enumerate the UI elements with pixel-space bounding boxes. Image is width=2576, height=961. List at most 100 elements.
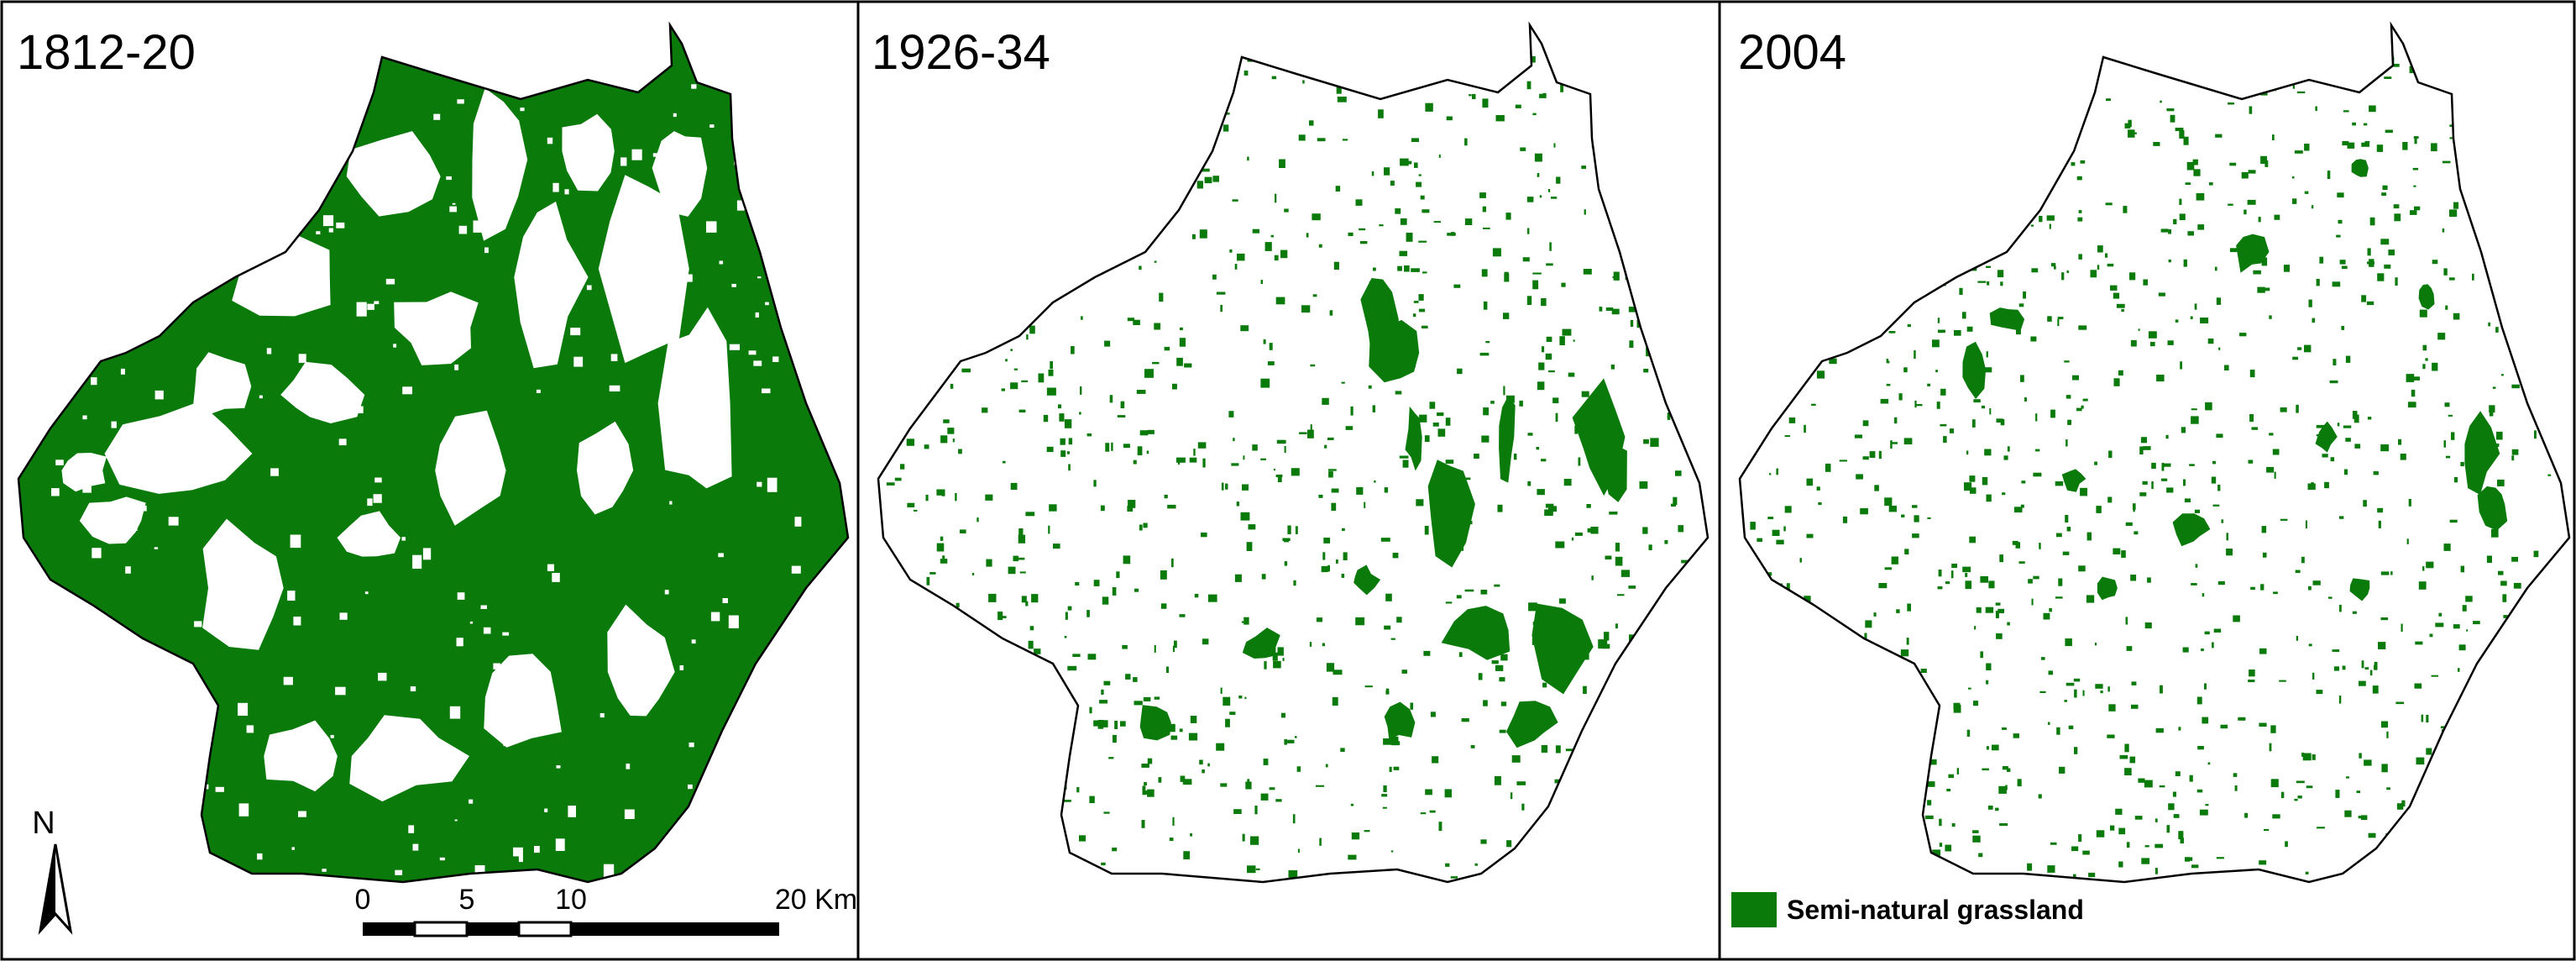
grassland-patch	[998, 616, 1007, 618]
grassland-patch	[2056, 533, 2062, 538]
grassland-patch	[2274, 471, 2276, 479]
grassland-patch	[2012, 540, 2018, 545]
grassland-patch	[2311, 205, 2314, 209]
grassland-patch	[2172, 791, 2176, 797]
grassland-patch	[2173, 814, 2180, 818]
grassland-patch	[2175, 319, 2179, 323]
grassland-patch	[1279, 159, 1285, 168]
grassland-patch	[2472, 273, 2474, 281]
grassland-patch	[1898, 393, 1903, 401]
grassland-patch	[2055, 596, 2063, 599]
grassland-patch	[2080, 487, 2087, 496]
grassland-patch	[2131, 704, 2139, 709]
grassland-patch	[2221, 519, 2224, 523]
grassland-patch	[1430, 712, 1436, 717]
grassland-patch	[2492, 444, 2500, 448]
grassland-patch	[1332, 696, 1338, 706]
non-grassland-area	[117, 439, 127, 450]
grassland-patch	[2168, 803, 2175, 811]
grassland-patch	[1494, 775, 1501, 785]
grassland-patch	[2266, 466, 2275, 473]
grassland-patch	[1220, 783, 1228, 787]
grassland-patch	[2435, 622, 2444, 628]
grassland-patch	[1520, 147, 1526, 151]
grassland-patch	[2124, 743, 2129, 753]
non-grassland-area	[202, 459, 205, 464]
grassland-patch	[1556, 176, 1561, 184]
grassland-patch	[2064, 360, 2070, 363]
grassland-patch	[1978, 853, 1983, 858]
non-grassland-area	[454, 364, 459, 370]
grassland-patch	[2422, 364, 2426, 370]
grassland-patch	[2272, 449, 2280, 455]
grassland-patch	[2453, 312, 2460, 320]
grassland-patch	[2178, 831, 2184, 840]
grassland-patch	[2302, 753, 2312, 761]
grassland-patch	[1196, 181, 1203, 189]
grassland-patch	[1906, 638, 1909, 645]
non-grassland-area	[120, 368, 125, 375]
grassland-patch	[1965, 580, 1972, 590]
grassland-patch	[1116, 571, 1120, 579]
grassland-patch	[1046, 387, 1056, 396]
grassland-patch	[1018, 409, 1026, 412]
grassland-patch	[1143, 696, 1151, 701]
non-grassland-area	[487, 174, 496, 184]
grassland-patch	[1340, 748, 1345, 752]
grassland-patch	[2449, 137, 2453, 139]
grassland-patch	[2382, 185, 2388, 190]
non-grassland-area	[599, 713, 605, 718]
grassland-patch	[2280, 407, 2287, 412]
grassland-patch	[1318, 494, 1323, 498]
grassland-patch	[1900, 649, 1909, 657]
grassland-patch	[1331, 502, 1337, 511]
grassland-patch	[1554, 779, 1562, 784]
grassland-patch	[1064, 636, 1067, 638]
grassland-patch	[2217, 580, 2225, 586]
grassland-patch	[1180, 327, 1183, 331]
grassland-patch	[2200, 318, 2209, 323]
grassland-patch	[2041, 657, 2045, 660]
grassland-patch	[2458, 668, 2460, 672]
grassland-patch	[1480, 590, 1488, 595]
grassland-patch	[2128, 129, 2135, 138]
non-grassland-area	[322, 869, 327, 872]
grassland-patch	[2155, 843, 2164, 848]
grassland-patch	[2161, 478, 2168, 481]
grassland-patch	[2209, 182, 2213, 186]
non-grassland-area	[570, 328, 581, 336]
grassland-patch	[2312, 754, 2316, 760]
grassland-patch	[2205, 804, 2209, 806]
scale-tick-10: 10	[555, 884, 587, 916]
grassland-patch	[2249, 106, 2253, 114]
grassland-patch	[1172, 645, 1175, 653]
grassland-patch	[2028, 579, 2033, 584]
grassland-patch	[2156, 375, 2165, 382]
scale-segment	[571, 922, 779, 936]
grassland-patch	[1956, 768, 1959, 775]
grassland-patch	[1481, 435, 1490, 443]
grassland-patch	[2039, 216, 2043, 223]
grassland-patch	[1878, 450, 1882, 459]
non-grassland-area	[357, 180, 360, 184]
grassland-patch	[1446, 116, 1453, 121]
grassland-patch	[2020, 375, 2024, 382]
grassland-patch	[1309, 642, 1312, 647]
grassland-patch	[1337, 97, 1347, 102]
grassland-patch	[1190, 833, 1192, 837]
non-grassland-area	[589, 474, 600, 482]
grassland-patch	[2147, 577, 2151, 583]
grassland-patch	[1974, 626, 1977, 630]
grassland-patch	[1532, 272, 1542, 275]
grassland-patch	[2294, 798, 2298, 801]
grassland-patch	[2477, 486, 2508, 531]
grassland-patch	[1503, 312, 1510, 319]
grassland-patch	[1080, 386, 1082, 395]
grassland-patch	[1937, 586, 1943, 590]
grassland-patch	[2443, 440, 2446, 448]
grassland-patch	[2180, 361, 2182, 370]
grassland-patch	[2139, 446, 2144, 454]
grassland-patch	[1275, 297, 1285, 305]
grassland-patch	[2038, 794, 2042, 799]
grassland-patch	[1260, 378, 1270, 388]
